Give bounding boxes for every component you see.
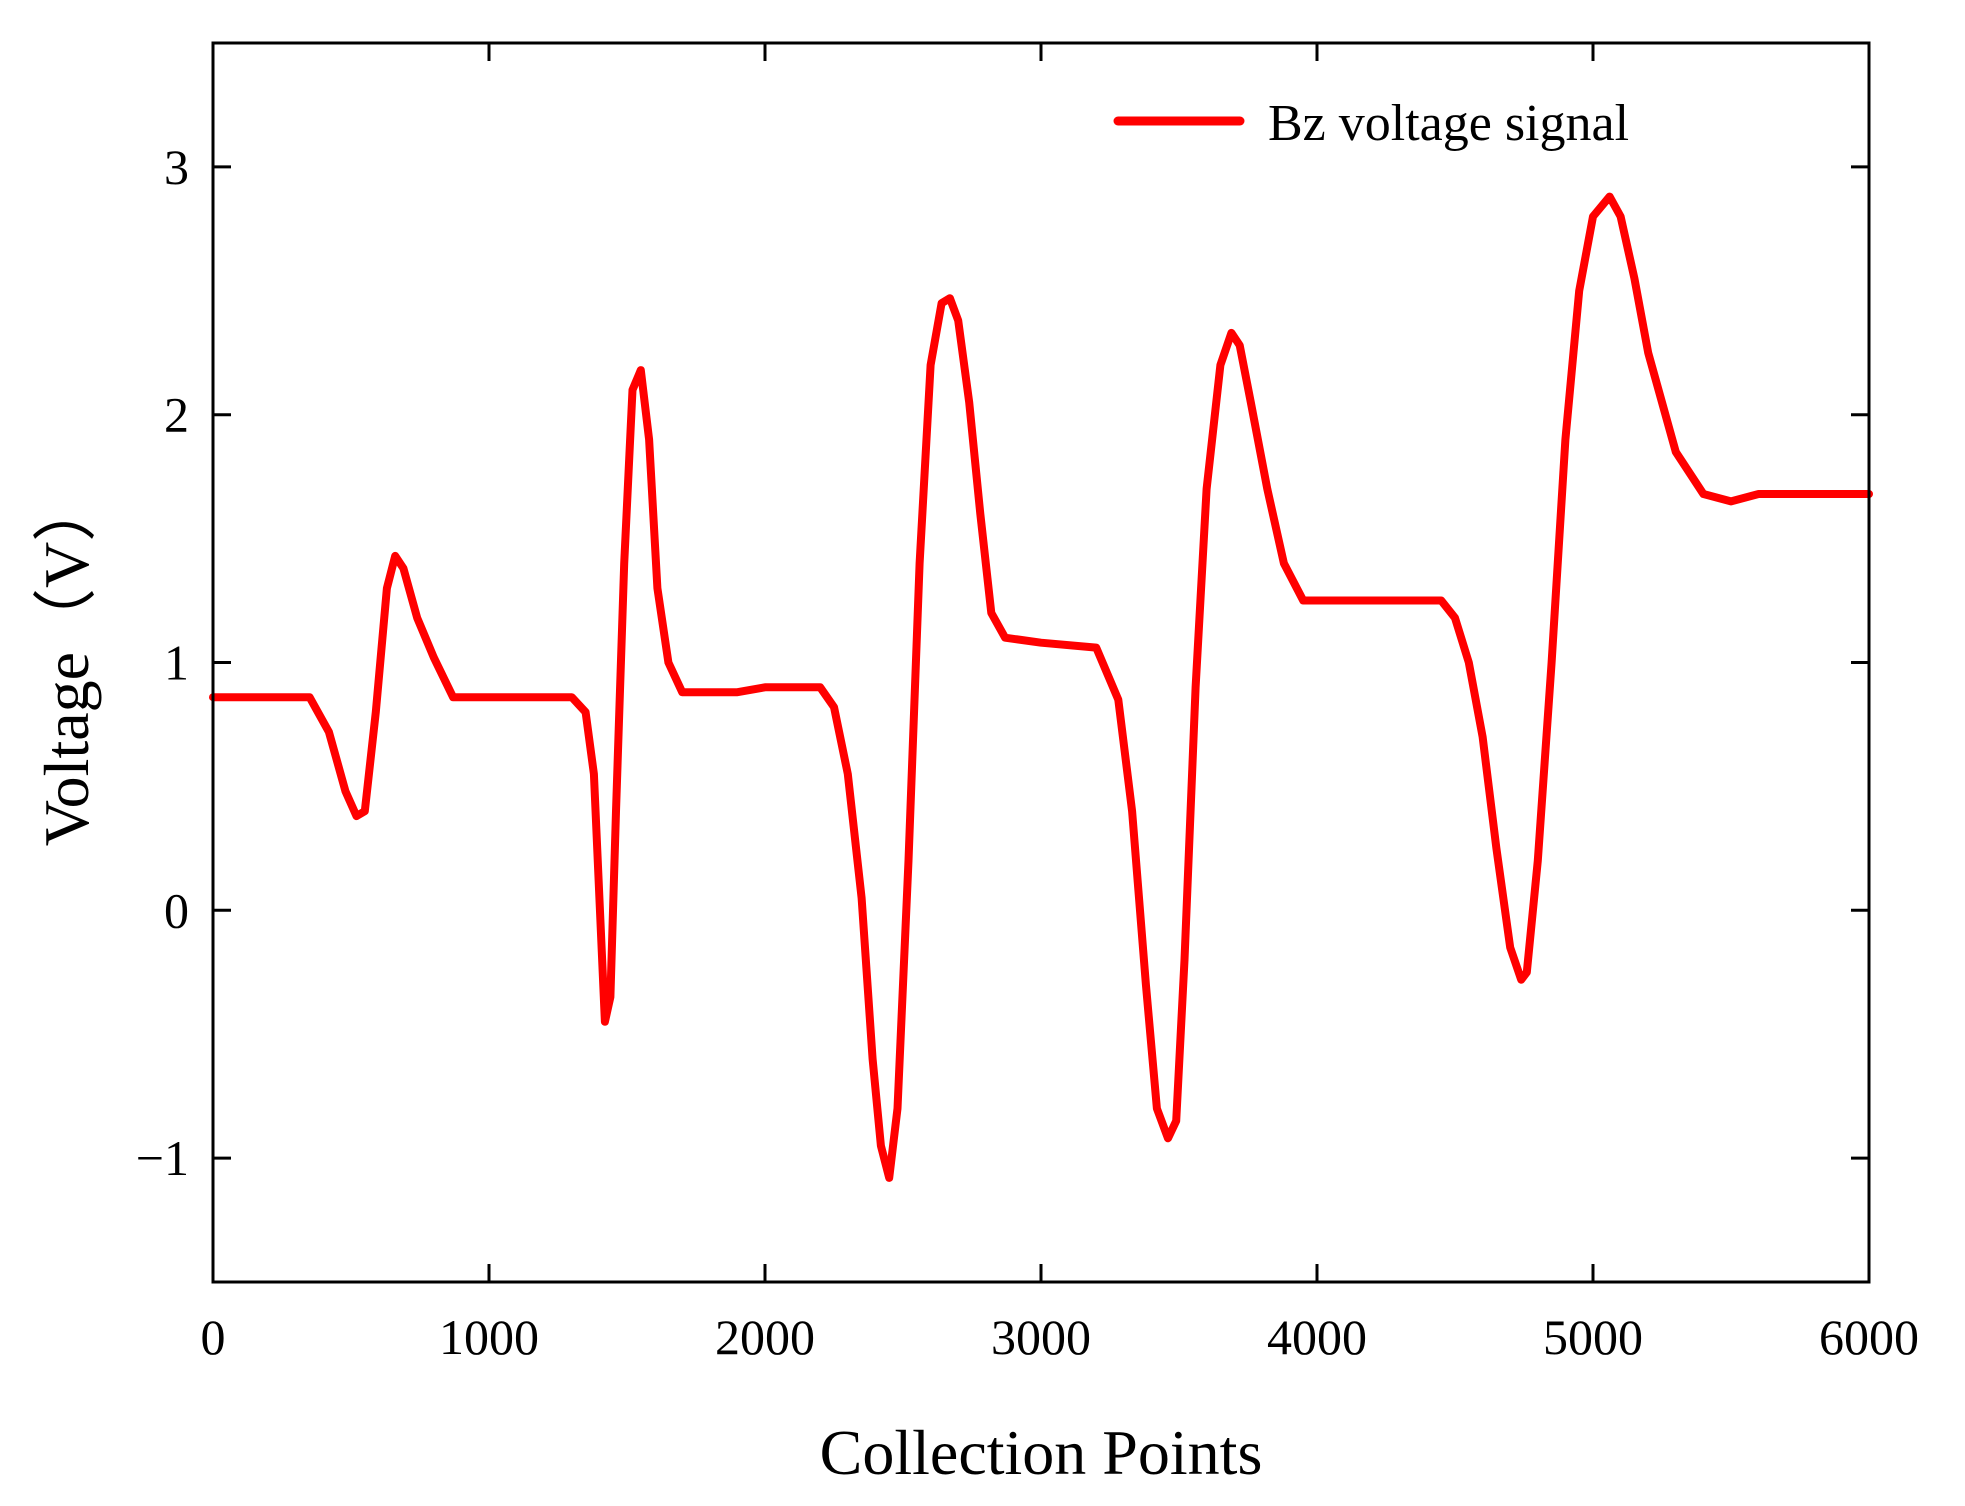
x-axis-ticks [211, 43, 1871, 1282]
x-tick-label: 5000 [1543, 1309, 1643, 1365]
y-tick-label: 1 [164, 635, 189, 691]
x-tick-label: 3000 [991, 1309, 1091, 1365]
y-axis-ticks [213, 165, 1869, 1160]
y-tick-label: 0 [164, 882, 189, 938]
x-axis-title: Collection Points [820, 1417, 1263, 1488]
y-tick-label: 3 [164, 139, 189, 195]
x-tick-label: 2000 [715, 1309, 815, 1365]
x-tick-label: 1000 [439, 1309, 539, 1365]
y-axis-tick-labels: −1 0 1 2 3 [136, 139, 189, 1186]
y-axis-title: Voltage（V） [31, 478, 102, 847]
legend-label: Bz voltage signal [1268, 95, 1629, 152]
series-line-bz-voltage [209, 192, 1873, 1182]
plot-area [209, 192, 1873, 1182]
x-tick-label: 6000 [1819, 1309, 1919, 1365]
y-tick-label: −1 [136, 1130, 189, 1186]
x-axis-tick-labels: 0 1000 2000 3000 4000 5000 6000 [201, 1309, 1920, 1365]
y-tick-label: 2 [164, 387, 189, 443]
x-tick-label: 0 [201, 1309, 226, 1365]
x-tick-label: 4000 [1267, 1309, 1367, 1365]
legend: Bz voltage signal [1113, 95, 1629, 152]
